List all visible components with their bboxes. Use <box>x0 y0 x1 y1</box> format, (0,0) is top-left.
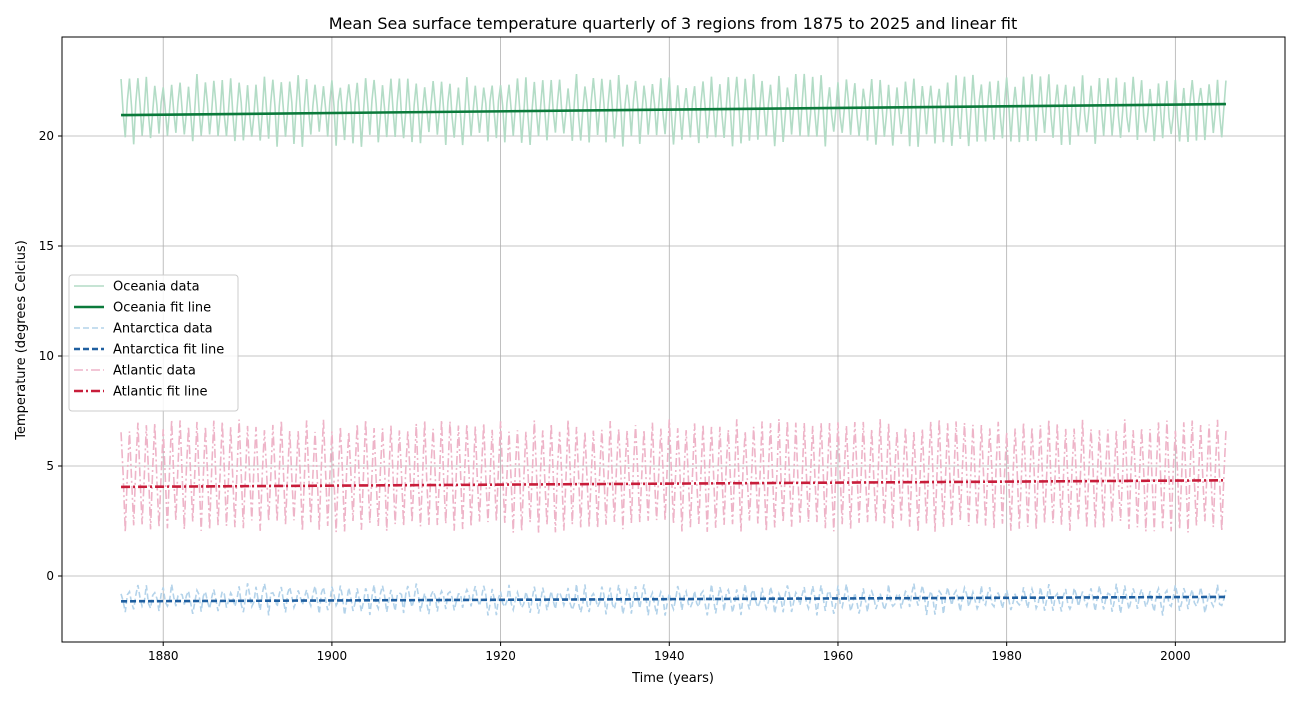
legend-entry-label: Oceania data <box>113 280 200 295</box>
y-axis-label: Temperature (degrees Celcius) <box>14 240 29 441</box>
x-tick-label: 1940 <box>654 649 685 663</box>
plot-frame <box>61 36 1286 643</box>
x-tick-label: 2000 <box>1160 649 1191 663</box>
plot-area: 1880 1900 1920 1940 1960 1980 2000 0 5 10 15 20 <box>39 36 1286 663</box>
y-tick-label: 15 <box>39 239 54 253</box>
series-line-antarctica-fit-line <box>121 595 1226 603</box>
legend: Oceania data Oceania fit line Antarctica d… <box>68 274 239 412</box>
y-tick-label: 0 <box>46 569 54 583</box>
legend-entry-label: Antarctica data <box>113 322 213 337</box>
x-tick-label: 1980 <box>991 649 1022 663</box>
x-tick-label: 1880 <box>148 649 179 663</box>
y-tick-label: 10 <box>39 349 54 363</box>
series-line-oceania-fit-line <box>121 102 1226 117</box>
y-tick-label: 20 <box>39 129 54 143</box>
legend-entry-label: Antarctica fit line <box>113 343 224 358</box>
x-axis-label: Time (years) <box>631 671 714 686</box>
x-tick-label: 1920 <box>485 649 516 663</box>
x-tick-label: 1900 <box>317 649 348 663</box>
series-group <box>120 73 1227 616</box>
x-tick-label: 1960 <box>823 649 854 663</box>
legend-entry-label: Atlantic fit line <box>113 385 207 400</box>
legend-entry-label: Atlantic data <box>113 364 196 379</box>
y-tick-label: 5 <box>46 459 54 473</box>
legend-entry-label: Oceania fit line <box>113 301 211 316</box>
series-line-oceania-data <box>120 73 1227 147</box>
chart-title: Mean Sea surface temperature quarterly o… <box>329 14 1018 33</box>
legend-box <box>68 274 239 412</box>
series-line-atlantic-fit-line <box>121 479 1226 489</box>
series-line-antarctica-data <box>120 583 1227 616</box>
series-line-atlantic-data <box>120 419 1227 533</box>
